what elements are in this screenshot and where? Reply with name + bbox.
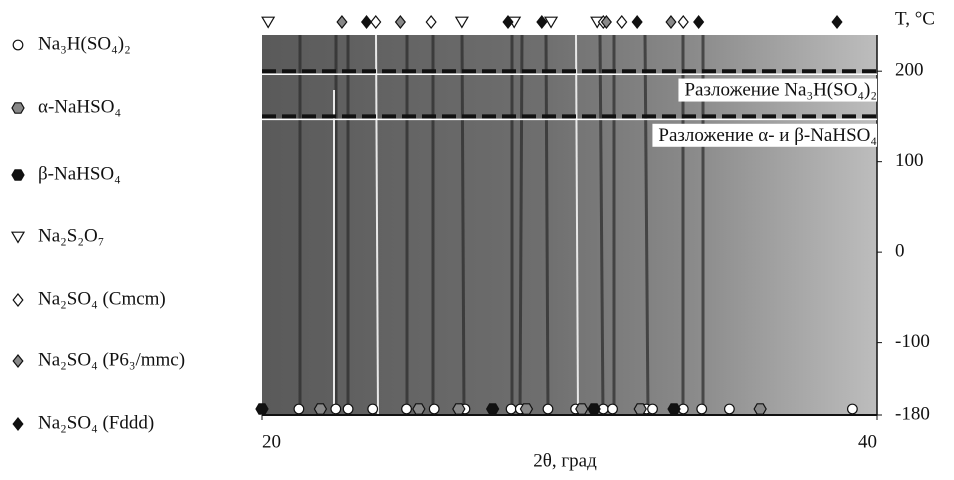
phase-marker: [313, 403, 328, 415]
y-axis-label: T, °C: [895, 8, 935, 29]
phase-marker: [425, 15, 437, 29]
phase-marker: [360, 15, 373, 29]
phase-marker: [485, 403, 500, 415]
x-tick-label: 20: [262, 431, 281, 452]
legend-marker: [12, 354, 24, 368]
y-tick-label: -100: [895, 331, 930, 352]
phase-marker: [536, 15, 548, 29]
legend-marker: [11, 169, 25, 181]
legend-label: α-NaHSO₄: [38, 96, 121, 117]
phase-marker: [607, 403, 618, 415]
phase-marker: [330, 403, 342, 415]
annotation-background: [652, 123, 877, 147]
phase-marker: [696, 403, 708, 415]
phase-marker: [452, 403, 466, 415]
phase-marker: [831, 15, 843, 29]
phase-marker: [255, 403, 269, 415]
phase-marker: [665, 15, 677, 29]
phase-marker: [575, 403, 589, 415]
legend-label: Na₂SO₄ (P6₃/mmc): [38, 349, 185, 370]
phase-marker: [505, 403, 517, 415]
phase-marker: [519, 403, 534, 415]
phase-marker: [724, 403, 735, 415]
annotation: Разложение Na₃H(SO₄)₂: [684, 80, 877, 101]
phase-marker: [616, 15, 628, 29]
annotation: Разложение α- и β-NaHSO₄: [658, 125, 877, 146]
legend-label: Na₃H(SO₄)₂: [38, 33, 131, 54]
legend-marker: [12, 293, 24, 307]
y-tick-label: -180: [895, 403, 930, 424]
phase-marker: [370, 15, 382, 29]
phase-marker: [394, 15, 406, 29]
legend-label: Na₂SO₄ (Cmcm): [38, 288, 166, 309]
phase-marker: [542, 403, 554, 415]
phase-marker: [261, 16, 276, 29]
phase-marker: [753, 403, 767, 415]
phase-marker: [454, 16, 469, 29]
phase-marker: [401, 403, 412, 415]
phase-marker: [587, 403, 601, 415]
phase-marker: [633, 403, 647, 415]
legend-label: Na₂SO₄ (Fddd): [38, 412, 154, 433]
phase-marker: [647, 403, 658, 415]
annotation-background: [678, 78, 877, 102]
phase-marker: [544, 16, 559, 29]
phase-marker: [293, 403, 305, 415]
legend-label: β-NaHSO₄: [38, 163, 121, 184]
y-tick-label: 200: [895, 60, 924, 81]
x-axis-label: 2θ, град: [533, 450, 597, 471]
y-tick-label: 100: [895, 150, 924, 171]
phase-marker: [342, 403, 354, 415]
phase-marker: [693, 15, 705, 29]
phase-marker: [412, 403, 426, 415]
phase-marker: [428, 403, 440, 415]
legend-marker: [12, 39, 24, 51]
phase-marker: [336, 15, 348, 29]
phase-marker: [367, 403, 379, 415]
y-tick-label: 0: [895, 241, 905, 262]
phase-marker: [847, 403, 858, 415]
phase-marker: [600, 15, 612, 29]
legend-marker: [10, 231, 26, 244]
phase-marker: [502, 15, 514, 29]
legend-label: Na₂S₂O₇: [38, 225, 104, 246]
legend-marker: [11, 102, 25, 114]
legend-marker: [12, 417, 24, 431]
x-tick-label: 40: [858, 431, 877, 452]
phase-marker: [667, 403, 681, 415]
phase-marker: [631, 15, 643, 29]
phase-marker: [677, 15, 689, 29]
